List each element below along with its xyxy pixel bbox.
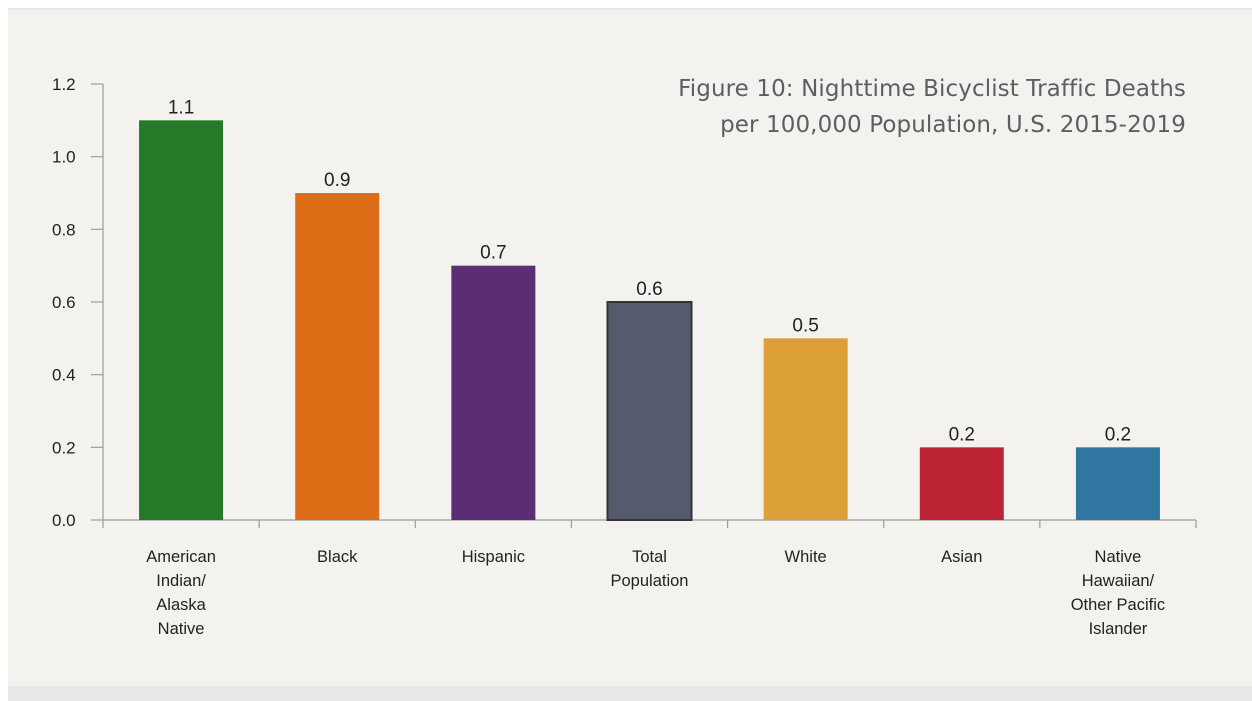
chart-title-line-1: Figure 10: Nighttime Bicyclist Traffic D… (678, 76, 1186, 102)
category-label: Hispanic (462, 548, 525, 566)
category-label: Other Pacific (1071, 596, 1165, 614)
category-label: White (785, 548, 827, 566)
bar (1075, 447, 1160, 520)
category-label: Indian/ (156, 572, 206, 590)
data-label: 0.2 (949, 424, 975, 445)
bar (295, 193, 380, 520)
category-label: Islander (1089, 620, 1148, 638)
y-tick-label: 0.8 (52, 220, 76, 239)
bar (919, 447, 1004, 520)
data-label: 0.2 (1105, 424, 1131, 445)
category-label: Asian (941, 548, 982, 566)
data-label: 0.7 (480, 243, 506, 264)
y-tick-label: 1.2 (52, 75, 76, 94)
category-label: Hawaiian/ (1082, 572, 1155, 590)
y-tick-label: 0.6 (52, 293, 76, 312)
category-label: American (146, 548, 216, 566)
category-label: Population (611, 572, 689, 590)
axes: 0.0 0.2 0.4 0.6 0.8 1.0 1.2 (52, 75, 1197, 530)
category-label: Total (632, 548, 667, 566)
data-label: 0.9 (324, 170, 350, 191)
y-tick-label: 1.0 (52, 148, 76, 167)
chart-title-line-2: per 100,000 Population, U.S. 2015-2019 (720, 112, 1186, 138)
bars (139, 120, 1160, 521)
data-label: 0.6 (636, 279, 662, 300)
category-label: Native (158, 620, 205, 638)
bar (763, 338, 848, 520)
category-label: Alaska (156, 596, 206, 614)
category-label: Native (1095, 548, 1142, 566)
labels: 1.1 American Indian/Alaska Native 0.9 Black 0.… (146, 97, 1165, 638)
data-label: 0.5 (792, 315, 818, 336)
y-tick-label: 0.2 (52, 438, 76, 457)
y-tick-label: 0.0 (52, 511, 76, 530)
y-tick-label: 0.4 (52, 366, 76, 385)
category-label: Black (317, 548, 358, 566)
data-label: 1.1 (168, 97, 194, 118)
bar (451, 265, 536, 520)
bar (606, 301, 693, 521)
bar (139, 120, 224, 520)
